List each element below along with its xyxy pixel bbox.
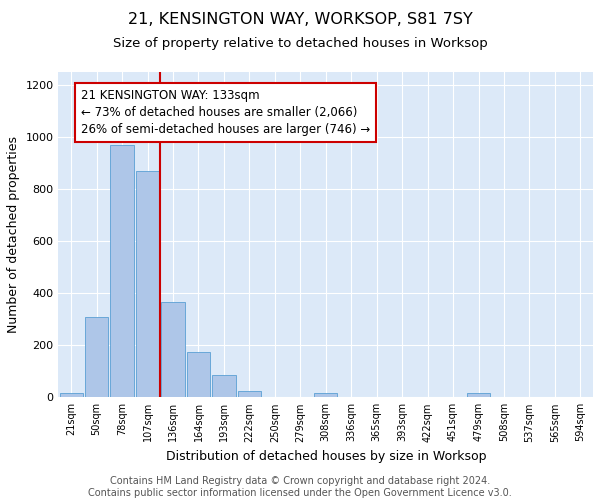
Bar xyxy=(467,394,490,398)
Bar xyxy=(59,394,83,398)
Bar xyxy=(314,394,337,398)
Text: Size of property relative to detached houses in Worksop: Size of property relative to detached ho… xyxy=(113,38,487,51)
Bar xyxy=(85,316,109,398)
Text: Contains HM Land Registry data © Crown copyright and database right 2024.
Contai: Contains HM Land Registry data © Crown c… xyxy=(88,476,512,498)
Bar xyxy=(110,145,134,398)
Bar xyxy=(187,352,210,398)
Bar xyxy=(161,302,185,398)
Text: 21, KENSINGTON WAY, WORKSOP, S81 7SY: 21, KENSINGTON WAY, WORKSOP, S81 7SY xyxy=(128,12,472,28)
Bar xyxy=(136,171,159,398)
Text: 21 KENSINGTON WAY: 133sqm
← 73% of detached houses are smaller (2,066)
26% of se: 21 KENSINGTON WAY: 133sqm ← 73% of detac… xyxy=(81,89,370,136)
Bar xyxy=(212,375,236,398)
Y-axis label: Number of detached properties: Number of detached properties xyxy=(7,136,20,333)
X-axis label: Distribution of detached houses by size in Worksop: Distribution of detached houses by size … xyxy=(166,450,486,463)
Bar xyxy=(238,391,261,398)
